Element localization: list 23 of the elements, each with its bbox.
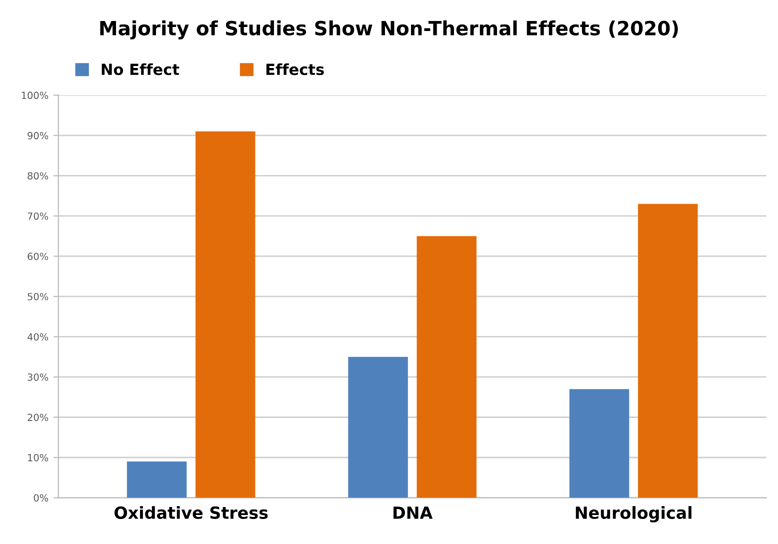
y-tick-label: 10% — [28, 454, 48, 462]
x-tick-label: Oxidative Stress — [114, 506, 268, 519]
chart-title: Majority of Studies Show Non-Thermal Effects (2020) — [100, 20, 678, 40]
x-tick-label: Neurological — [576, 506, 692, 522]
bar — [569, 389, 630, 498]
bar — [196, 131, 256, 498]
y-tick-label: 60% — [28, 252, 48, 260]
bar — [416, 236, 476, 498]
y-tick-label: 20% — [28, 414, 48, 422]
y-tick-label: 30% — [28, 373, 48, 381]
y-tick-label: 0% — [34, 494, 48, 502]
legend-label: No Effect — [102, 63, 180, 76]
y-tick-label: 80% — [28, 172, 48, 180]
bar — [348, 356, 408, 498]
bar — [126, 462, 187, 498]
y-tick-label: 100% — [22, 92, 48, 100]
y-tick-label: 90% — [28, 132, 48, 140]
y-tick-label: 40% — [27, 333, 48, 341]
y-tick-label: 50% — [28, 292, 48, 300]
bar — [638, 204, 698, 498]
legend-label: Effects — [266, 63, 324, 76]
y-tick-label: 70% — [28, 212, 48, 220]
x-tick-label: DNA — [394, 506, 433, 519]
